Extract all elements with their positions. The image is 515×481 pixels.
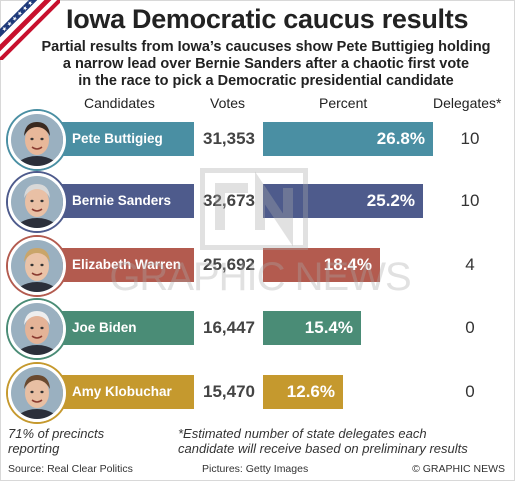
candidate-photo xyxy=(8,300,66,358)
candidate-name-label: Bernie Sanders xyxy=(56,184,194,218)
precincts-note-line: reporting xyxy=(8,441,60,456)
votes-value: 15,470 xyxy=(203,382,255,401)
copyright: © GRAPHIC NEWS xyxy=(412,463,505,475)
votes-value: 16,447 xyxy=(203,318,255,337)
candidate-photo xyxy=(8,111,66,169)
delegates-footnote-line: *Estimated number of state delegates eac… xyxy=(178,426,427,441)
candidate-name-label: Amy Klobuchar xyxy=(56,375,194,409)
percent-bar xyxy=(263,248,380,282)
candidate-row: Bernie Sanders 32,673 25.2% 10 xyxy=(0,172,515,231)
candidate-row: Amy Klobuchar 15,470 12.6% 0 xyxy=(0,363,515,422)
precincts-note-line: 71% of precincts xyxy=(8,426,105,441)
percent-label: 26.8% xyxy=(376,129,425,148)
chart-subtitle: Partial results from Iowa’s caucuses sho… xyxy=(28,39,504,90)
percent-bar xyxy=(263,184,423,218)
subtitle-line: Partial results from Iowa’s caucuses sho… xyxy=(41,39,491,55)
percent-label: 25.2% xyxy=(366,191,415,210)
percent-bar xyxy=(263,122,433,156)
percent-label: 12.6% xyxy=(286,382,335,401)
candidate-name-label: Pete Buttigieg xyxy=(56,122,194,156)
delegates-value: 4 xyxy=(465,255,475,274)
delegates-value: 10 xyxy=(460,191,480,210)
candidate-name-label: Joe Biden xyxy=(56,311,194,345)
candidate-name-label: Elizabeth Warren xyxy=(56,248,194,282)
header-percent: Percent xyxy=(319,95,368,111)
chart-title: Iowa Democratic caucus results xyxy=(66,4,469,34)
header-votes: Votes xyxy=(210,95,246,111)
candidate-row: Elizabeth Warren 25,692 18.4% 4 xyxy=(0,236,515,295)
percent-label: 18.4% xyxy=(323,255,372,274)
subtitle-line: a narrow lead over Bernie Sanders after … xyxy=(62,56,470,72)
candidate-photo xyxy=(8,173,66,231)
delegates-footnote: *Estimated number of state delegates eac… xyxy=(178,426,508,456)
percent-label: 15.4% xyxy=(304,318,353,337)
candidate-photo xyxy=(8,364,66,422)
us-flag-icon: ★ ★ ★ ★ ★ ★ xyxy=(0,0,60,60)
subtitle-line: in the race to pick a Democratic preside… xyxy=(78,73,454,89)
header-candidates: Candidates xyxy=(84,95,155,111)
precincts-note: 71% of precincts reporting xyxy=(8,426,158,456)
candidate-row: Joe Biden 16,447 15.4% 0 xyxy=(0,299,515,358)
delegates-value: 0 xyxy=(465,382,475,401)
header-delegates: Delegates* xyxy=(433,95,502,111)
votes-value: 25,692 xyxy=(203,255,255,274)
source-credit: Source: Real Clear Politics xyxy=(8,463,133,475)
delegates-value: 10 xyxy=(460,129,480,148)
percent-bar xyxy=(263,311,361,345)
delegates-footnote-line: candidate will receive based on prelimin… xyxy=(178,441,468,456)
delegates-value: 0 xyxy=(465,318,475,337)
votes-value: 31,353 xyxy=(203,129,255,148)
candidate-photo xyxy=(8,237,66,295)
percent-bar xyxy=(263,375,343,409)
candidate-row: Pete Buttigieg 31,353 26.8% 10 xyxy=(0,110,515,169)
pictures-credit: Pictures: Getty Images xyxy=(202,463,309,475)
votes-value: 32,673 xyxy=(203,191,255,210)
